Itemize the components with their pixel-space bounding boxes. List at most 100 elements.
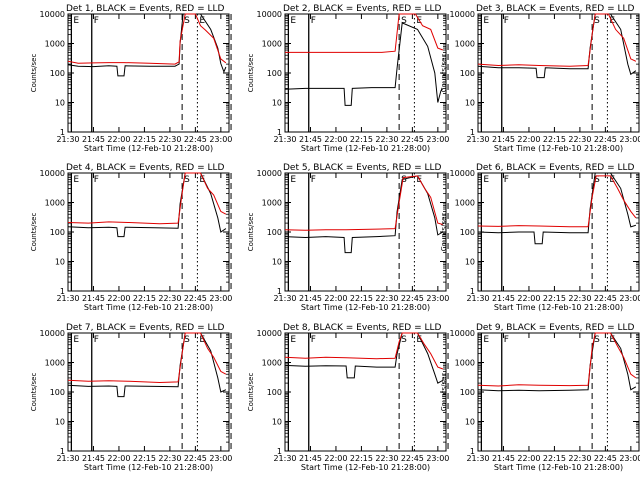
y-tick-label: 1 — [470, 287, 475, 296]
chart-title: Det 3, BLACK = Events, RED = LLD — [476, 4, 635, 14]
x-tick-label: 23:00 — [209, 454, 232, 463]
x-tick-label: 21:45 — [299, 454, 322, 463]
y-tick-label: 100 — [267, 388, 282, 397]
interval-marker-label: F — [94, 16, 99, 26]
y-tick-label: 100 — [267, 69, 282, 78]
x-tick-label: 21:30 — [56, 294, 79, 303]
x-tick-label: 22:15 — [350, 454, 373, 463]
chart-title: Det 9, BLACK = Events, RED = LLD — [476, 323, 635, 333]
y-axis-label: Counts/sec — [247, 54, 255, 93]
x-tick-label: 21:45 — [492, 294, 515, 303]
interval-marker-label: S — [401, 175, 407, 185]
chart-title: Det 4, BLACK = Events, RED = LLD — [66, 163, 225, 173]
x-tick-label: 22:30 — [158, 135, 181, 144]
x-tick-label: 22:30 — [375, 135, 398, 144]
y-tick-label: 1000 — [262, 199, 282, 208]
interval-marker-label: E — [609, 16, 615, 26]
y-tick-label: 100 — [460, 388, 475, 397]
interval-marker-label: F — [504, 175, 509, 185]
interval-marker-label: E — [483, 16, 489, 26]
interval-marker-label: E — [609, 335, 615, 345]
chart-title: Det 2, BLACK = Events, RED = LLD — [283, 4, 442, 14]
x-axis-caption: Start Time (12-Feb-10 21:28:00) — [494, 303, 623, 312]
x-tick-label: 22:30 — [158, 294, 181, 303]
series-line-events — [67, 172, 227, 238]
interval-marker-label: E — [416, 335, 422, 345]
chart-panel-5: Det 5, BLACK = Events, RED = LLD 1 10 100 10… — [247, 163, 449, 312]
y-tick-label: 10000 — [40, 10, 65, 19]
x-tick-label: 22:30 — [375, 454, 398, 463]
x-tick-label: 22:45 — [184, 454, 207, 463]
series-line-lld — [477, 332, 637, 387]
chart-panel-1: Det 1, BLACK = Events, RED = LLD 1 10 100 10… — [30, 4, 232, 153]
x-axis-caption: Start Time (12-Feb-10 21:28:00) — [494, 144, 623, 153]
x-tick-label: 22:15 — [133, 294, 156, 303]
y-axis-label: Counts/sec — [440, 213, 448, 252]
interval-marker-label: F — [504, 335, 509, 345]
series-line-events — [67, 13, 227, 77]
chart-title: Det 5, BLACK = Events, RED = LLD — [283, 163, 442, 173]
y-tick-label: 100 — [460, 228, 475, 237]
y-tick-label: 10 — [55, 258, 65, 267]
x-tick-label: 21:30 — [273, 454, 296, 463]
y-tick-label: 100 — [50, 69, 65, 78]
y-tick-label: 1 — [60, 447, 65, 456]
x-tick-label: 22:15 — [133, 135, 156, 144]
y-tick-label: 1 — [60, 287, 65, 296]
x-tick-label: 21:45 — [492, 135, 515, 144]
interval-marker-label: E — [73, 16, 79, 26]
chart-panel-3: Det 3, BLACK = Events, RED = LLD 1 10 100 10… — [440, 4, 640, 153]
x-tick-label: 22:30 — [568, 135, 591, 144]
x-tick-label: 22:00 — [107, 294, 130, 303]
x-tick-label: 22:15 — [543, 454, 566, 463]
y-axis-label: Counts/sec — [30, 213, 38, 252]
y-tick-label: 1 — [277, 128, 282, 137]
interval-marker-label: S — [594, 16, 600, 26]
x-tick-label: 22:30 — [568, 454, 591, 463]
interval-marker-label: E — [199, 16, 205, 26]
y-tick-label: 10 — [272, 99, 282, 108]
y-tick-label: 10000 — [450, 329, 475, 338]
interval-marker-label: E — [483, 175, 489, 185]
x-tick-label: 22:45 — [401, 454, 424, 463]
interval-marker-label: F — [311, 175, 316, 185]
y-tick-label: 10000 — [450, 10, 475, 19]
interval-marker-label: F — [94, 335, 99, 345]
x-tick-label: 22:15 — [133, 454, 156, 463]
y-tick-label: 10 — [55, 99, 65, 108]
y-axis-label: Counts/sec — [440, 54, 448, 93]
x-axis-caption: Start Time (12-Feb-10 21:28:00) — [301, 463, 430, 472]
interval-marker-label: S — [594, 335, 600, 345]
x-tick-label: 21:45 — [492, 454, 515, 463]
series-line-lld — [477, 175, 637, 228]
interval-marker-label: E — [199, 175, 205, 185]
x-tick-label: 22:00 — [324, 135, 347, 144]
y-tick-label: 1000 — [455, 199, 475, 208]
y-axis-label: Counts/sec — [30, 54, 38, 93]
y-axis-label: Counts/sec — [30, 373, 38, 412]
x-tick-label: 22:00 — [517, 454, 540, 463]
interval-marker-label: S — [184, 16, 190, 26]
chart-title: Det 1, BLACK = Events, RED = LLD — [66, 4, 225, 14]
x-tick-label: 23:00 — [619, 135, 640, 144]
interval-marker-label: S — [401, 335, 407, 345]
x-tick-label: 22:00 — [107, 135, 130, 144]
chart-panel-2: Det 2, BLACK = Events, RED = LLD 1 10 100 10… — [247, 4, 449, 153]
series-line-lld — [67, 172, 227, 225]
x-tick-label: 22:00 — [107, 454, 130, 463]
interval-marker-label: F — [94, 175, 99, 185]
series-line-lld — [284, 332, 444, 370]
series-line-events — [67, 332, 227, 398]
x-tick-label: 21:30 — [56, 135, 79, 144]
x-tick-label: 22:30 — [158, 454, 181, 463]
y-tick-label: 1000 — [45, 40, 65, 49]
x-tick-label: 23:00 — [426, 294, 449, 303]
interval-marker-label: S — [184, 175, 190, 185]
x-tick-label: 21:45 — [82, 294, 105, 303]
series-line-lld — [285, 13, 444, 53]
y-tick-label: 10000 — [40, 169, 65, 178]
y-tick-label: 1 — [470, 128, 475, 137]
x-tick-label: 22:45 — [594, 135, 617, 144]
series-line-events — [284, 22, 444, 106]
